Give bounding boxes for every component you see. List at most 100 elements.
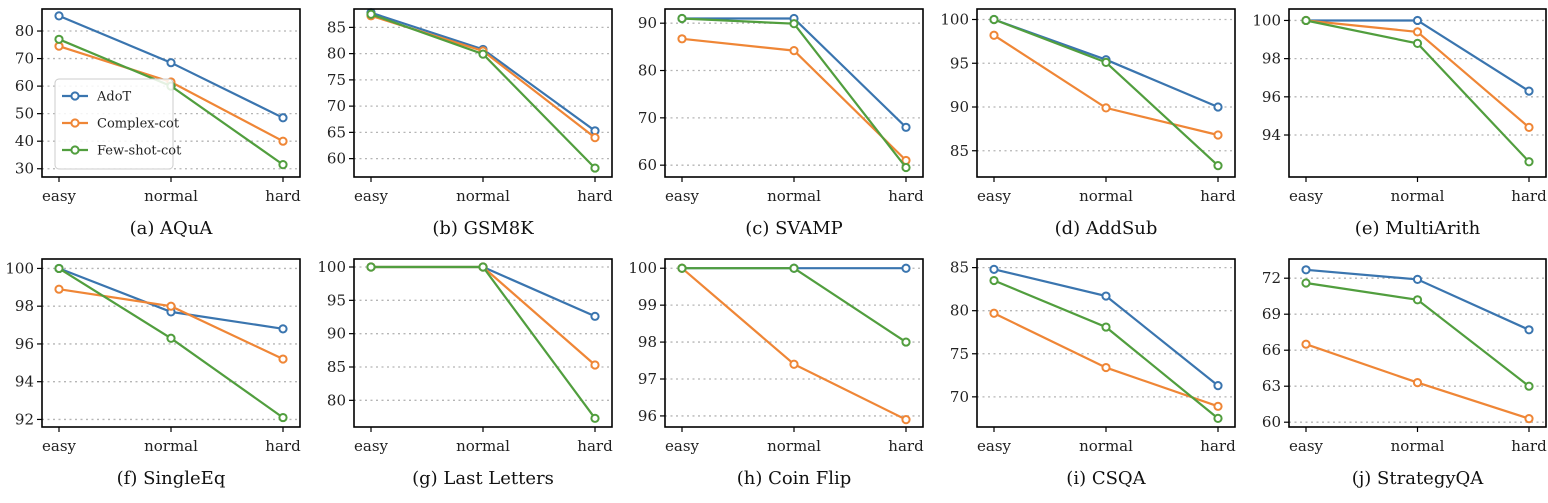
data-point	[989, 30, 999, 40]
chart-caption: (f) SingleEq	[117, 468, 226, 489]
data-point	[590, 133, 600, 143]
data-point	[478, 262, 488, 272]
series-line	[682, 17, 907, 129]
data-point	[1213, 102, 1223, 112]
x-tick-label: normal	[1079, 437, 1133, 455]
data-point	[1412, 38, 1423, 48]
data-point	[789, 263, 799, 273]
plot-frame	[1288, 258, 1547, 428]
y-tick-label: 96	[1262, 88, 1281, 106]
chart-panel-0: 30 40 50 60 70 80 easy normal hard (a) AQuA AdoT Co…	[15, 8, 301, 239]
y-tick-label: 72	[1262, 269, 1281, 287]
y-tick-label: 80	[327, 391, 346, 409]
x-tick-label: hard	[265, 437, 301, 455]
data-point	[278, 354, 288, 364]
data-point	[590, 311, 600, 321]
y-tick-label: 90	[327, 325, 346, 343]
data-point	[166, 58, 176, 68]
y-tick-label: 100	[628, 259, 657, 277]
x-tick-label: normal	[456, 437, 510, 455]
data-point	[901, 415, 911, 425]
y-tick-label: 90	[950, 98, 969, 116]
data-point	[1524, 414, 1534, 424]
y-tick-label: 100	[940, 11, 969, 29]
plot-frame	[1288, 8, 1547, 178]
data-point	[1101, 322, 1111, 332]
y-tick-label: 50	[15, 105, 34, 123]
y-tick-label: 94	[15, 373, 34, 391]
x-tick-label: normal	[144, 187, 198, 205]
data-point	[278, 324, 288, 334]
data-point	[789, 359, 799, 369]
data-point	[989, 264, 999, 274]
plot-frame	[664, 8, 924, 178]
data-point	[1524, 325, 1534, 335]
y-tick-label: 85	[327, 358, 346, 376]
x-tick-label: hard	[888, 187, 924, 205]
y-tick-label: 100	[5, 259, 34, 277]
legend-box	[54, 78, 174, 170]
y-tick-label: 70	[327, 97, 346, 115]
data-point	[54, 284, 64, 294]
series-line	[371, 265, 596, 419]
series-line	[681, 267, 907, 421]
x-tick-label: hard	[577, 437, 613, 455]
y-tick-label: 80	[638, 62, 657, 80]
y-tick-label: 100	[1252, 11, 1281, 29]
x-tick-label: easy	[42, 187, 77, 205]
x-tick-label: normal	[1391, 437, 1445, 455]
data-point	[478, 49, 488, 59]
data-point	[1524, 381, 1534, 391]
data-point	[901, 122, 911, 132]
y-tick-label: 96	[638, 407, 657, 425]
y-tick-label: 65	[327, 123, 346, 141]
data-point	[789, 46, 799, 56]
data-point	[590, 413, 600, 423]
y-tick-label: 80	[327, 45, 346, 63]
data-point	[1524, 157, 1534, 167]
y-tick-label: 80	[950, 302, 969, 320]
plot-frame	[353, 258, 613, 428]
x-tick-label: normal	[767, 187, 821, 205]
x-tick-label: normal	[1079, 187, 1133, 205]
legend-label: Few-shot-cot	[97, 144, 182, 159]
y-tick-label: 85	[327, 18, 346, 36]
data-point	[1524, 86, 1534, 96]
x-tick-label: easy	[1289, 187, 1324, 205]
y-tick-label: 90	[638, 14, 657, 32]
y-tick-label: 60	[15, 77, 34, 95]
chart-caption: (g) Last Letters	[412, 468, 554, 489]
chart-caption: (h) Coin Flip	[737, 468, 852, 489]
y-tick-label: 70	[15, 50, 34, 68]
data-point	[278, 113, 288, 123]
data-point	[54, 34, 64, 44]
data-point	[901, 162, 911, 173]
x-tick-label: hard	[577, 187, 613, 205]
data-point	[166, 333, 176, 343]
data-point	[590, 163, 600, 173]
y-tick-label: 96	[15, 335, 34, 353]
y-tick-label: 60	[327, 150, 346, 168]
y-tick-label: 98	[638, 333, 657, 351]
plot-frame	[976, 8, 1236, 178]
chart-caption: (e) MultiArith	[1355, 218, 1481, 239]
x-tick-label: hard	[888, 437, 924, 455]
chart-caption: (i) CSQA	[1066, 468, 1146, 489]
series-line	[370, 13, 596, 169]
x-tick-label: easy	[977, 187, 1012, 205]
y-tick-label: 94	[1262, 126, 1281, 144]
x-tick-label: easy	[665, 437, 700, 455]
plot-frame	[41, 258, 301, 428]
data-point	[278, 160, 288, 170]
data-point	[1101, 362, 1111, 373]
data-point	[677, 263, 687, 273]
x-tick-label: hard	[265, 187, 301, 205]
series-line	[993, 279, 1219, 420]
chart-panel-8: 70 75 80 85 easy normal hard (i) CSQA	[950, 258, 1236, 489]
y-tick-label: 98	[15, 297, 34, 315]
series-line	[371, 265, 596, 366]
y-tick-label: 30	[15, 160, 34, 178]
y-tick-label: 85	[950, 259, 969, 277]
x-tick-label: normal	[767, 437, 821, 455]
x-tick-label: normal	[456, 187, 510, 205]
